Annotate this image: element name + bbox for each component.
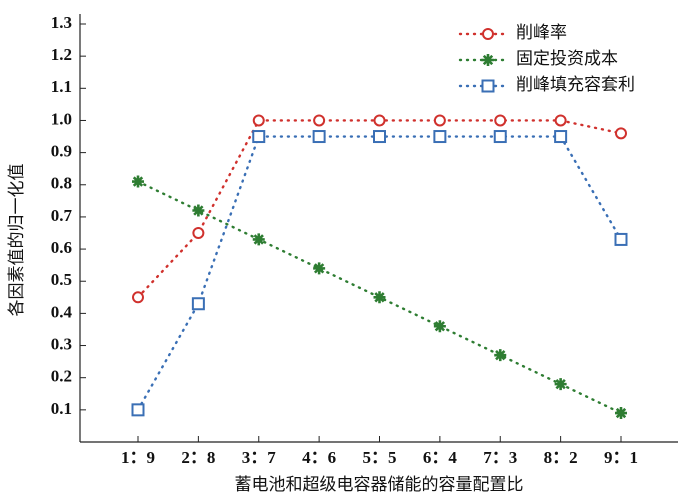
data-point bbox=[252, 114, 265, 127]
y-tick-label: 1.0 bbox=[51, 109, 72, 128]
y-tick-label: 0.8 bbox=[51, 174, 72, 193]
x-tick-label: 9：1 bbox=[604, 448, 638, 467]
series-line bbox=[136, 135, 623, 412]
y-tick-label: 0.6 bbox=[51, 238, 72, 257]
data-point bbox=[132, 175, 144, 188]
data-point bbox=[433, 130, 447, 144]
x-tick-label: 1：9 bbox=[121, 448, 155, 467]
x-tick-label: 8：2 bbox=[544, 448, 578, 467]
x-tick-label: 7：3 bbox=[483, 448, 517, 467]
y-tick-label: 0.1 bbox=[51, 399, 72, 418]
legend-marker bbox=[482, 54, 494, 66]
x-tick-label: 4：6 bbox=[302, 448, 336, 467]
data-point bbox=[252, 233, 265, 246]
data-point bbox=[433, 320, 446, 333]
series-line bbox=[136, 119, 623, 299]
data-point bbox=[433, 114, 446, 127]
y-tick-label: 0.2 bbox=[51, 367, 72, 386]
data-point bbox=[373, 291, 386, 304]
x-tick-label: 6：4 bbox=[423, 448, 457, 467]
data-point bbox=[373, 130, 386, 144]
y-tick-label: 0.3 bbox=[51, 334, 72, 353]
data-point bbox=[614, 232, 628, 246]
y-tick-label: 0.5 bbox=[51, 270, 72, 289]
data-point bbox=[132, 291, 144, 304]
data-point bbox=[192, 204, 205, 217]
data-point bbox=[554, 378, 567, 391]
y-tick-label: 0.7 bbox=[51, 206, 73, 225]
data-point bbox=[493, 130, 507, 144]
data-point bbox=[313, 262, 326, 275]
data-point bbox=[615, 127, 627, 140]
legend-marker bbox=[481, 79, 495, 93]
data-point bbox=[313, 114, 326, 127]
x-tick-label: 3：7 bbox=[242, 448, 276, 467]
data-point bbox=[312, 130, 326, 144]
data-point bbox=[252, 130, 266, 144]
x-tick-label: 2：8 bbox=[181, 448, 215, 467]
data-point bbox=[554, 114, 567, 127]
data-point bbox=[615, 407, 627, 420]
legend-label: 削峰率 bbox=[516, 23, 567, 42]
data-point bbox=[131, 403, 145, 417]
legend-marker bbox=[482, 28, 494, 40]
x-tick-label: 5：5 bbox=[363, 448, 397, 467]
legend-label: 固定投资成本 bbox=[516, 49, 618, 68]
y-tick-label: 0.4 bbox=[51, 302, 73, 321]
y-tick-label: 1.2 bbox=[51, 45, 72, 64]
data-point bbox=[494, 114, 507, 127]
y-tick-label: 0.9 bbox=[51, 142, 72, 161]
data-point bbox=[192, 227, 205, 239]
y-tick-label: 1.3 bbox=[51, 13, 72, 32]
legend-label: 削峰填充容套利 bbox=[516, 75, 635, 94]
data-point bbox=[494, 349, 507, 362]
data-point bbox=[373, 114, 386, 127]
x-axis-label: 蓄电池和超级电容器储能的容量配置比 bbox=[235, 475, 524, 494]
y-tick-label: 1.1 bbox=[51, 77, 72, 96]
y-axis-label: 各因素值的归一化值 bbox=[7, 164, 26, 317]
data-point bbox=[554, 130, 568, 144]
data-point bbox=[191, 297, 205, 311]
